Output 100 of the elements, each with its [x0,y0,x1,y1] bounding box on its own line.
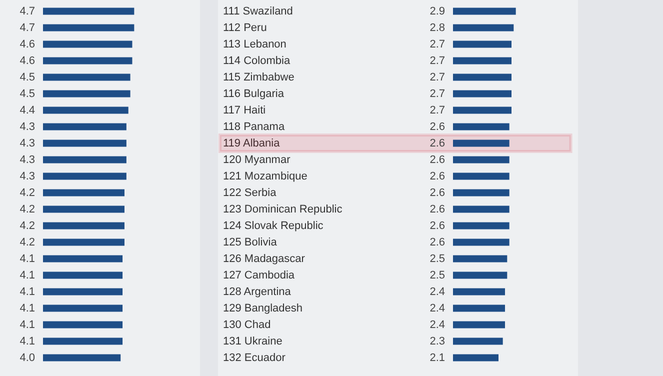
data-label: 4.7 [20,22,35,34]
bar [453,238,510,246]
y-tick-label: 125 Bolivia [223,236,278,248]
bar [453,57,512,64]
data-label: 4.2 [20,220,35,232]
data-label: 4.1 [20,286,35,298]
data-label: 4.6 [20,54,35,67]
data-label: 2.4 [430,286,445,298]
data-label: 2.6 [430,220,445,232]
data-label: 4.2 [20,186,35,199]
bar [43,140,126,147]
y-tick-label: 118 Panama [223,120,286,133]
y-tick-label: 119 Albania [223,137,281,150]
data-label: 4.2 [20,203,35,216]
y-tick-label: 122 Serbia [223,186,278,199]
y-tick-label: 120 Myanmar [223,154,291,166]
data-label: 4.0 [20,352,35,364]
y-tick-label: 127 Cambodia [223,269,296,282]
bar [43,288,123,296]
bar [453,106,512,114]
bar [43,354,121,362]
data-label: 4.3 [20,120,35,133]
bar [43,238,124,246]
data-label: 4.5 [20,88,35,100]
bar [453,156,510,164]
y-tick-label: 124 Slovak Republic [223,220,324,232]
data-label: 4.1 [20,302,35,314]
data-label: 2.1 [430,352,445,364]
data-label: 2.5 [430,269,445,282]
data-label: 2.6 [430,170,445,182]
y-tick-label: 114 Colombia [223,54,291,67]
bar [453,272,508,279]
data-label: 2.6 [430,120,445,133]
bar [43,321,123,328]
bar [43,172,126,180]
bar [453,140,510,147]
bar [43,338,123,345]
bar [453,24,514,32]
data-label: 4.7 [20,5,35,18]
y-tick-label: 115 Zimbabwe [223,71,294,84]
y-tick-label: 129 Bangladesh [223,302,303,314]
data-label: 2.7 [430,38,445,50]
data-label: 4.1 [20,318,35,331]
data-label: 4.1 [20,252,35,265]
y-tick-label: 130 Chad [223,318,271,331]
bar [43,74,130,81]
y-tick-label: 126 Madagascar [223,252,306,265]
y-tick-label: 117 Haiti [223,104,266,116]
data-label: 2.7 [430,104,445,116]
data-label: 4.1 [20,335,35,348]
bar [453,206,510,213]
bar [453,304,505,312]
bar [43,123,126,130]
bar [43,8,134,15]
data-label: 2.6 [430,186,445,199]
bar [43,222,124,230]
bar [453,123,510,130]
y-tick-label: 128 Argentina [223,286,292,298]
data-label: 4.3 [20,137,35,150]
data-label: 2.4 [430,318,445,331]
data-label: 4.3 [20,154,35,166]
data-label: 2.6 [430,203,445,216]
bar [43,206,124,213]
bar [43,304,123,312]
bar [453,74,512,81]
data-label: 2.3 [430,335,445,348]
bar [453,321,505,328]
y-tick-label: 112 Peru [223,22,267,34]
bar [43,57,132,64]
bar [43,40,132,48]
y-tick-label: 116 Bulgaria [223,88,285,100]
bar [43,90,130,98]
bar [453,255,508,262]
y-tick-label: 131 Ukraine [223,335,282,348]
data-label: 2.6 [430,137,445,150]
y-tick-label: 123 Dominican Republic [223,203,343,216]
y-tick-label: 113 Lebanon [223,38,286,50]
data-label: 2.7 [430,54,445,67]
bar [453,90,512,98]
bar [43,106,128,114]
bar [43,255,123,262]
data-label: 2.8 [430,22,445,34]
data-label: 4.4 [20,104,35,116]
bar [453,8,516,15]
data-label: 4.5 [20,71,35,84]
bar [43,24,134,32]
data-label: 4.6 [20,38,35,50]
data-label: 2.4 [430,302,445,314]
bar [43,189,124,196]
data-label: 4.2 [20,236,35,248]
data-label: 2.6 [430,236,445,248]
bar [453,172,510,180]
bar [453,354,498,362]
data-label: 4.1 [20,269,35,282]
data-label: 2.5 [430,252,445,265]
bar [453,288,505,296]
data-label: 4.3 [20,170,35,182]
bar [453,40,512,48]
data-label: 2.7 [430,88,445,100]
bar [453,222,510,230]
